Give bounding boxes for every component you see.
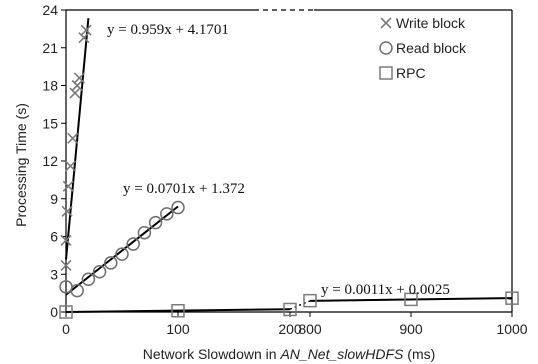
x-tick-label: 800 <box>298 321 322 337</box>
write-block-marker <box>73 72 86 84</box>
read-block-marker <box>160 207 174 221</box>
y-tick-label: 15 <box>42 115 58 131</box>
write-block-marker <box>62 180 74 192</box>
legend-item: Write block <box>380 15 466 31</box>
trendline <box>309 297 513 302</box>
legend-label: Read block <box>396 40 467 56</box>
trendlines <box>65 18 513 313</box>
y-tick-label: 12 <box>42 153 58 169</box>
write-block-marker <box>60 234 72 246</box>
write-block-marker <box>69 87 81 99</box>
x-tick-label: 900 <box>399 321 423 337</box>
x-axis-title: Network Slowdown in AN_Net_slowHDFS (ms) <box>143 346 436 362</box>
read-block-marker <box>81 272 96 287</box>
trendline-equation: y = 0.959x + 4.1701 <box>107 22 229 38</box>
read-block-marker <box>115 247 129 261</box>
trendline-equation: y = 0.0011x + 0.0025 <box>321 282 450 298</box>
legend-label: Write block <box>396 15 466 31</box>
x-axis-title-prefix: Network Slowdown in <box>143 346 281 362</box>
rpc-marker <box>505 291 519 305</box>
y-tick-label: 9 <box>50 191 58 207</box>
write-block-marker <box>67 132 79 144</box>
read-block-marker <box>92 264 107 279</box>
trendline <box>65 205 179 296</box>
rpc-marker <box>379 66 393 80</box>
y-tick-label: 6 <box>50 229 58 245</box>
x-axis-title-suffix: (ms) <box>403 346 435 362</box>
read-block-marker <box>148 215 163 230</box>
read-block-marker <box>126 237 140 251</box>
write-block-marker <box>380 17 392 29</box>
read-block-marker <box>104 256 118 270</box>
y-tick-label: 24 <box>42 2 58 18</box>
write-block-marker <box>71 79 83 92</box>
y-tick-label: 0 <box>50 304 58 320</box>
rpc-marker <box>404 292 418 307</box>
trendline-equation: y = 0.0701x + 1.372 <box>123 181 245 197</box>
legend-label: RPC <box>396 65 426 81</box>
x-tick-label: 0 <box>62 321 70 337</box>
y-tick-label: 18 <box>42 78 58 94</box>
y-tick-label: 3 <box>50 266 58 282</box>
x-axis-title-italic: AN_Net_slowHDFS <box>279 346 404 362</box>
rpc-marker <box>303 293 317 308</box>
write-block-marker <box>61 205 73 217</box>
write-block-marker <box>78 32 90 44</box>
data-markers <box>59 24 519 319</box>
write-block-marker <box>80 24 92 36</box>
read-block-marker <box>137 225 152 240</box>
y-tick-labels: 0 3 6 9 12 15 18 21 24 <box>42 2 58 320</box>
x-tick-label: 1000 <box>496 321 527 337</box>
legend-item: RPC <box>379 65 426 81</box>
rpc-marker <box>171 303 185 318</box>
x-tick-label: 100 <box>166 321 190 337</box>
read-block-marker <box>70 283 84 298</box>
x-tick-label: 200 <box>278 321 302 337</box>
rpc-marker <box>59 305 73 319</box>
write-block-marker <box>60 259 72 272</box>
trendline <box>65 18 90 260</box>
trendline-equations: y = 0.959x + 4.1701 y = 0.0701x + 1.372 y … <box>107 22 450 298</box>
legend-item: Read block <box>379 40 467 56</box>
trendline-break <box>289 300 311 310</box>
write-block-marker <box>64 160 77 172</box>
y-axis-title: Processing Time (s) <box>13 103 29 227</box>
axes <box>61 9 513 317</box>
read-block-marker <box>379 41 393 55</box>
legend: Write block Read block RPC <box>379 15 467 81</box>
rpc-marker <box>283 302 297 317</box>
read-block-marker <box>171 200 185 215</box>
trendline <box>65 308 291 313</box>
y-tick-label: 21 <box>42 40 58 56</box>
